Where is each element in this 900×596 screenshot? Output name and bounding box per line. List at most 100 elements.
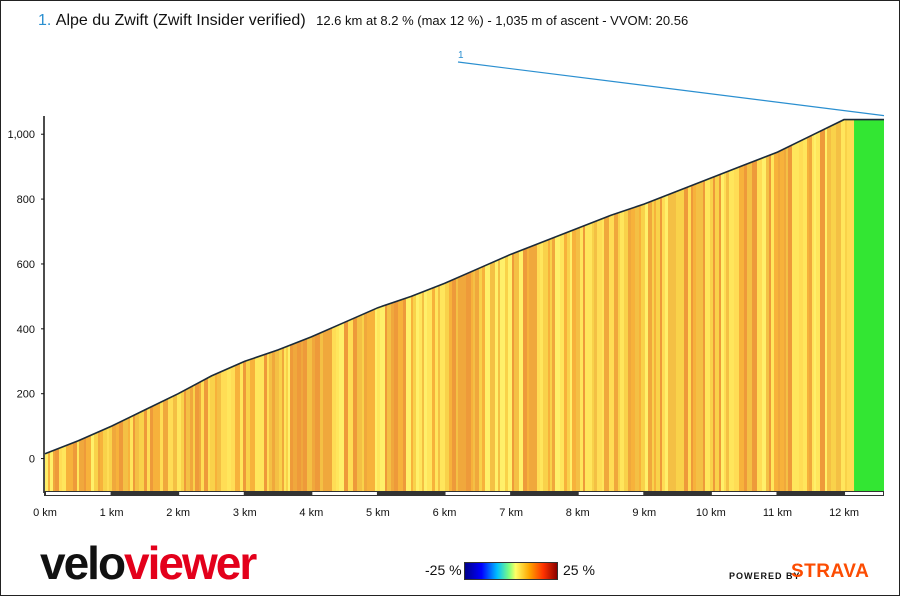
- grade-band: [475, 119, 480, 491]
- grade-band: [662, 119, 666, 491]
- grade-band: [823, 119, 826, 491]
- grade-band: [257, 119, 262, 491]
- km-marker: [46, 492, 111, 495]
- grade-band: [774, 119, 779, 491]
- y-tick-label: 0: [29, 454, 35, 466]
- x-tick-label: 6 km: [433, 507, 457, 519]
- grade-band: [701, 119, 704, 491]
- grade-band: [620, 119, 625, 491]
- grade-band: [799, 119, 804, 491]
- veloviewer-logo[interactable]: veloviewer: [40, 537, 257, 589]
- grade-band: [377, 119, 381, 491]
- grade-band: [567, 119, 571, 491]
- grade-legend-max: 25 %: [563, 562, 595, 578]
- grade-band: [147, 119, 151, 491]
- grade-band: [201, 119, 205, 491]
- grade-band: [713, 119, 716, 491]
- chart-title: 1. Alpe du Zwift (Zwift Insider verified…: [38, 12, 688, 30]
- grade-band: [55, 119, 60, 491]
- grade-band: [602, 119, 605, 491]
- grade-band: [564, 119, 568, 491]
- grade-band: [250, 119, 256, 491]
- grade-band: [116, 119, 120, 491]
- km-marker: [578, 492, 644, 495]
- grade-band: [190, 119, 194, 491]
- grade-band: [422, 119, 425, 491]
- grade-band: [825, 119, 828, 491]
- elevation-profile-line: [44, 118, 884, 455]
- km-marker: [645, 492, 710, 495]
- grade-band: [797, 119, 800, 491]
- grade-band: [328, 119, 333, 491]
- grade-band: [570, 119, 573, 491]
- grade-band: [435, 119, 439, 491]
- grade-band: [69, 119, 74, 491]
- grade-band: [778, 119, 781, 491]
- grade-band: [614, 119, 619, 491]
- grade-band: [279, 119, 283, 491]
- grade-band: [604, 119, 610, 491]
- grade-band: [548, 119, 551, 491]
- grade-band: [243, 119, 247, 491]
- segment-annotation: 1: [457, 50, 885, 117]
- grade-band: [673, 119, 677, 491]
- grade-band: [827, 119, 832, 491]
- grade-band: [851, 119, 855, 491]
- x-tick-label: 7 km: [499, 507, 523, 519]
- grade-band: [729, 119, 735, 491]
- grade-band: [609, 119, 615, 491]
- x-axis-ticks: 0 km 1 km 2 km 3 km 4 km 5 km 6 km 7 km 8 km 9 km…: [33, 507, 859, 519]
- logo-viewer: viewer: [124, 537, 257, 589]
- grade-band: [398, 119, 404, 491]
- grade-band: [144, 119, 148, 491]
- grade-band: [440, 119, 446, 491]
- grade-band: [186, 119, 191, 491]
- grade-band: [668, 119, 674, 491]
- grade-band: [403, 119, 407, 491]
- grade-band: [762, 119, 767, 491]
- km-marker: [245, 492, 311, 495]
- grade-band: [86, 119, 92, 491]
- grade-band: [703, 119, 706, 491]
- grade-band: [628, 119, 632, 491]
- annotation-label: 1: [458, 50, 464, 61]
- grade-band: [320, 119, 324, 491]
- grade-band: [353, 119, 358, 491]
- grade-band: [272, 119, 276, 491]
- grade-band: [495, 119, 499, 491]
- grade-band: [645, 119, 649, 491]
- grade-band: [323, 119, 329, 491]
- grade-band: [814, 119, 817, 491]
- grade-band: [432, 119, 436, 491]
- grade-band: [389, 119, 392, 491]
- grade-band: [744, 119, 748, 491]
- grade-band: [841, 119, 846, 491]
- grade-band: [809, 119, 813, 491]
- km-marker: [179, 492, 244, 495]
- grade-band: [724, 119, 727, 491]
- grade-band: [312, 119, 316, 491]
- grade-band: [471, 119, 474, 491]
- grade-band: [710, 119, 714, 491]
- km-marker: [445, 492, 511, 495]
- grade-band: [109, 119, 113, 491]
- segment-name[interactable]: Alpe du Zwift (Zwift Insider verified): [55, 12, 306, 29]
- grade-band: [181, 119, 185, 491]
- strava-logo[interactable]: STRAVA: [791, 561, 870, 582]
- grade-band: [297, 119, 302, 491]
- grade-band: [618, 119, 621, 491]
- grade-band: [847, 119, 852, 491]
- grade-band: [240, 119, 244, 491]
- x-tick-label: 9 km: [632, 507, 656, 519]
- grade-band: [153, 119, 157, 491]
- grade-band: [156, 119, 161, 491]
- grade-band: [803, 119, 808, 491]
- grade-band: [380, 119, 386, 491]
- grade-band: [103, 119, 108, 491]
- grade-band: [357, 119, 363, 491]
- grade-band: [445, 119, 450, 491]
- grade-band: [449, 119, 453, 491]
- grade-band: [734, 119, 740, 491]
- grade-band: [580, 119, 584, 491]
- grade-band: [807, 119, 810, 491]
